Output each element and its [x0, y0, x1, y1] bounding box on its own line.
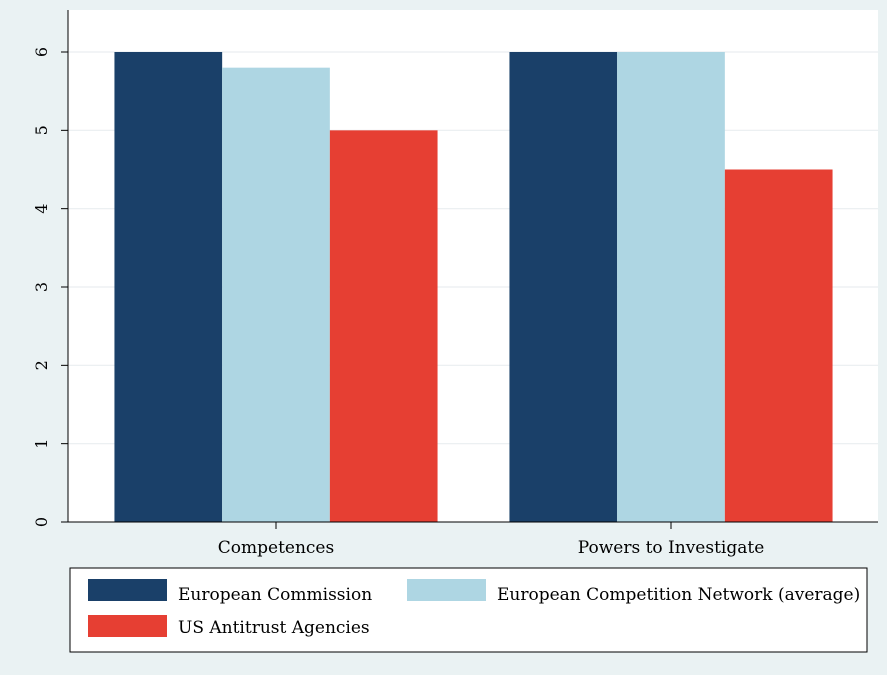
legend-label: European Competition Network (average): [497, 585, 860, 605]
legend-swatch: [407, 579, 486, 601]
bar: [222, 67, 330, 523]
legend: European Commission European Competition …: [88, 579, 860, 638]
y-tick-label: 5: [32, 125, 51, 135]
x-axis-labels: Competences Powers to Investigate: [218, 522, 765, 558]
bars: [114, 52, 833, 523]
x-tick-label: Powers to Investigate: [578, 538, 765, 558]
bar: [329, 130, 438, 523]
legend-swatch: [88, 579, 167, 601]
y-tick-label: 6: [32, 47, 51, 57]
x-tick-label: Competences: [218, 538, 334, 558]
legend-label: US Antitrust Agencies: [178, 618, 370, 638]
bar: [724, 169, 833, 522]
y-tick-label: 3: [32, 282, 51, 292]
bar: [509, 52, 618, 522]
legend-label: European Commission: [178, 585, 372, 605]
bar: [114, 52, 223, 522]
y-tick-label: 1: [32, 439, 51, 449]
bar: [617, 52, 725, 522]
y-axis-ticks: 0 1 2 3 4 5 6: [32, 47, 68, 527]
y-tick-label: 4: [32, 204, 51, 214]
y-tick-label: 2: [32, 360, 51, 370]
legend-swatch: [88, 615, 167, 637]
y-tick-label: 0: [32, 517, 51, 527]
